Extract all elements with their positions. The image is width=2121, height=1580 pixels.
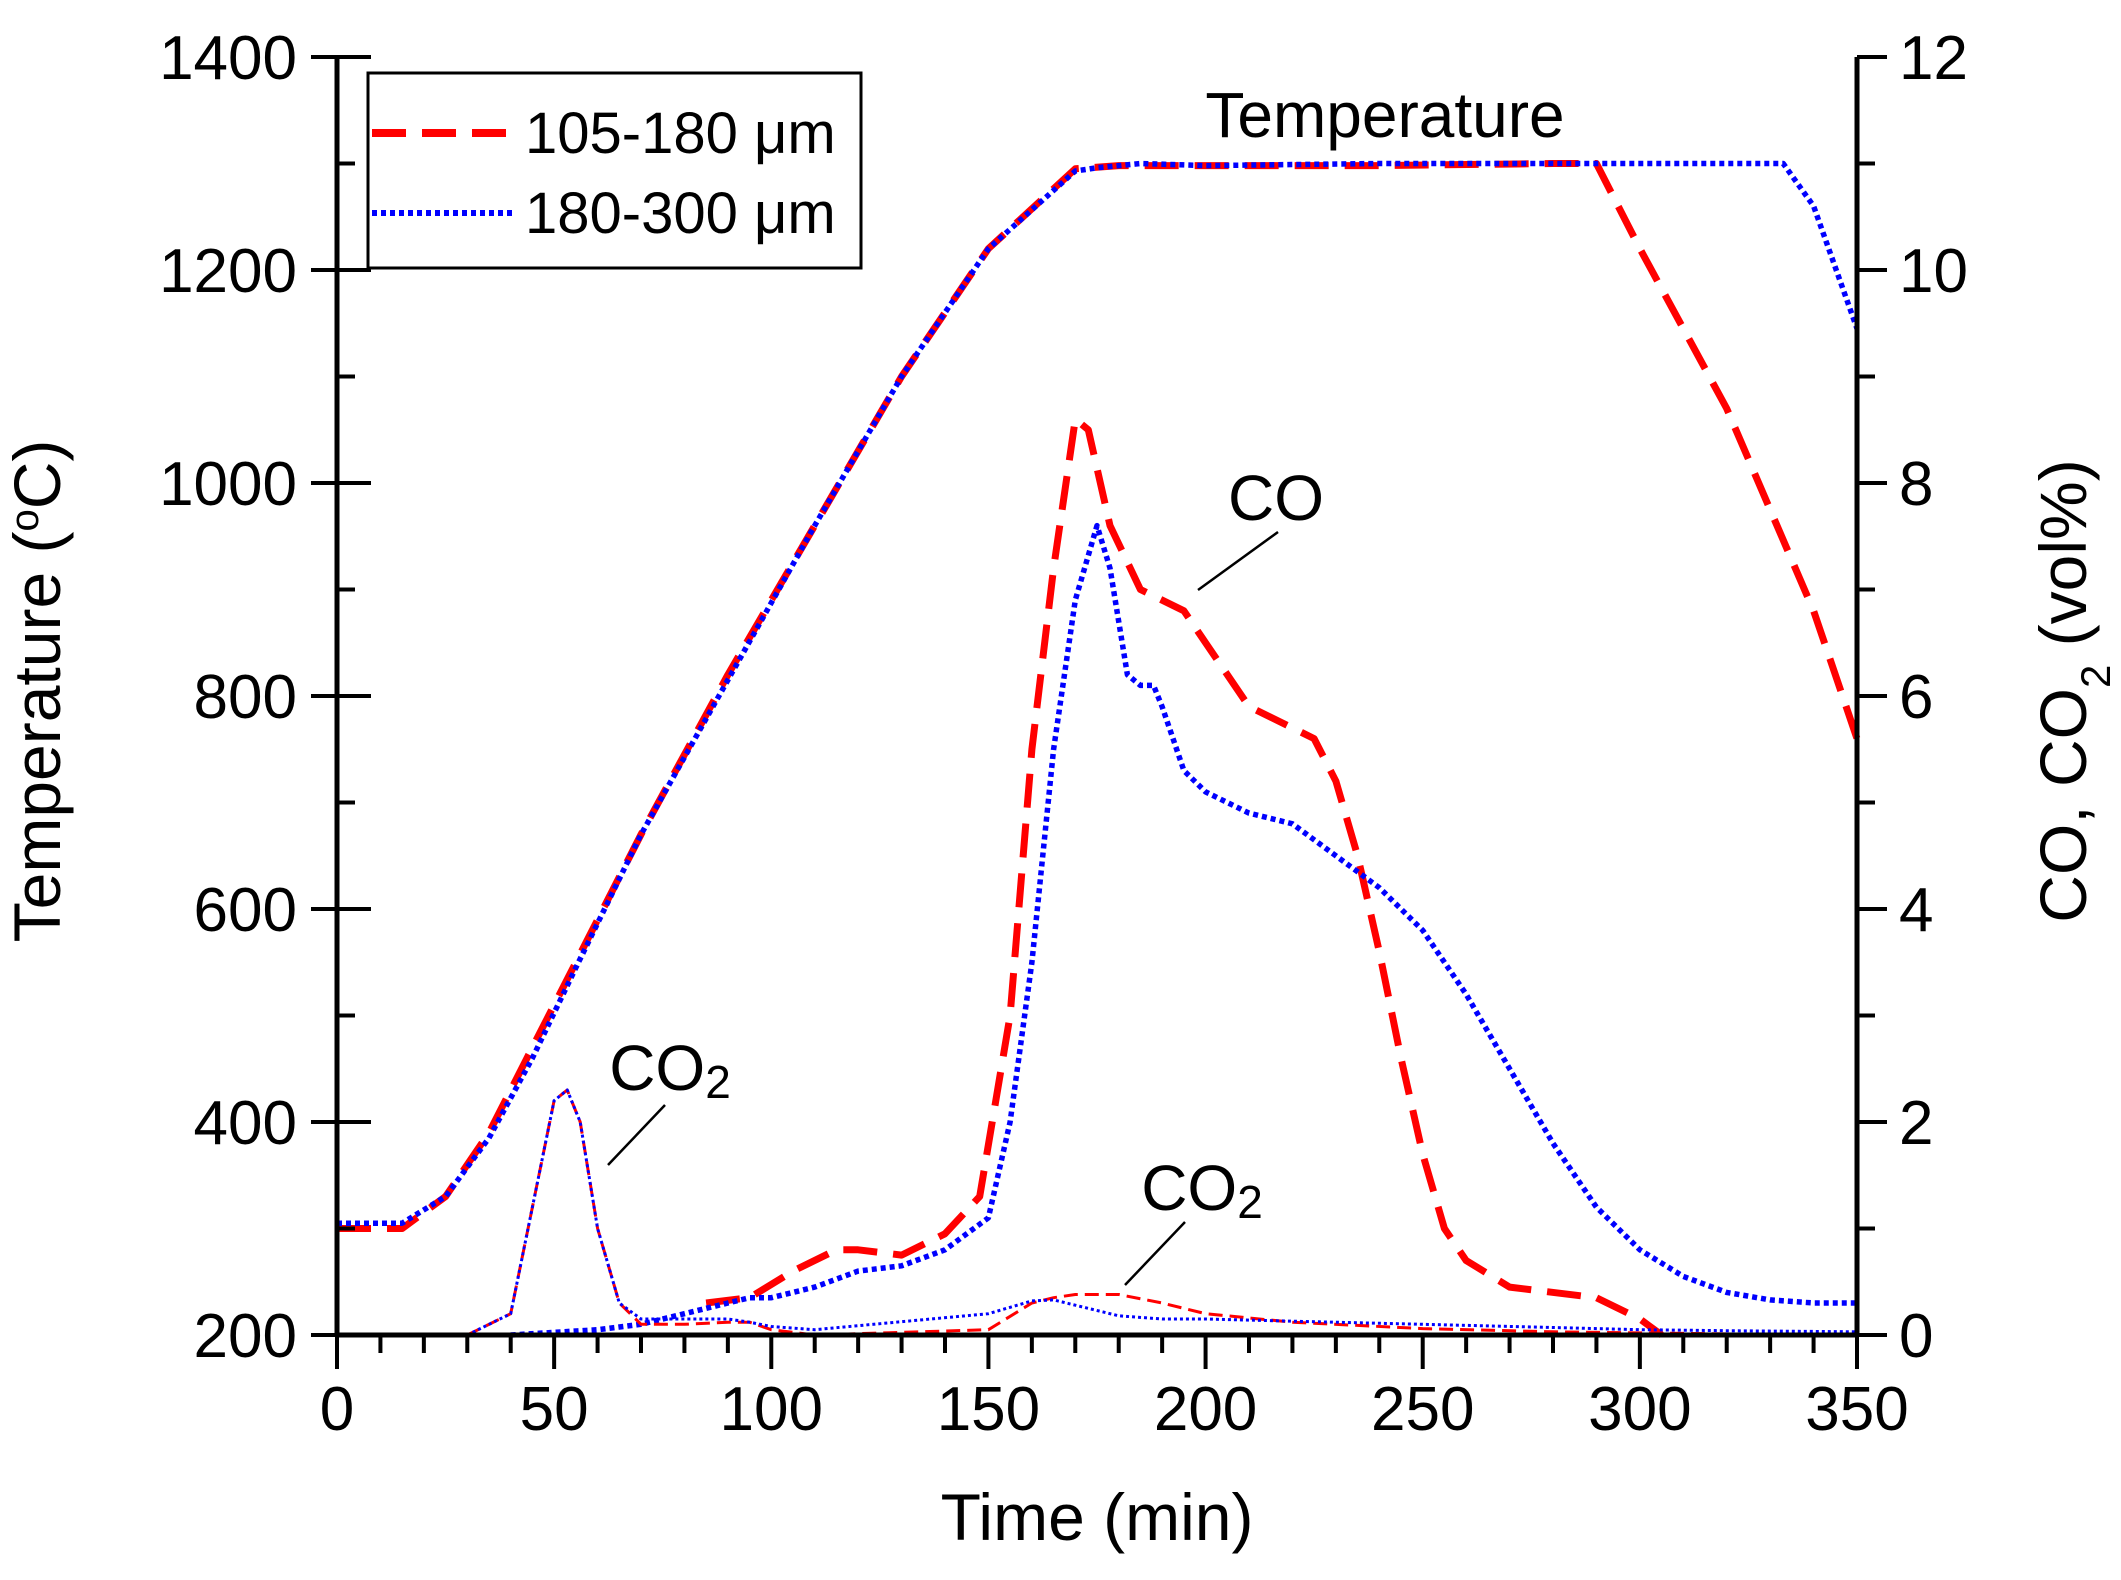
series-layer [337, 160, 1861, 1338]
legend: 105-180 μm 180-300 μm [366, 71, 863, 270]
annotation-co2-right-sub: 2 [1237, 1176, 1263, 1228]
legend-label-105-180: 105-180 μm [525, 101, 836, 166]
annotation-temperature: Temperature [1205, 79, 1564, 151]
y-axis-left-title: Temperature (oC) [0, 440, 74, 943]
y-axis-left-title-part2: C) [0, 440, 74, 510]
annotation-co: CO [1228, 462, 1324, 534]
y-left-tick-label-200: 200 [194, 1302, 297, 1371]
x-tick-label-250: 250 [1371, 1375, 1474, 1444]
y-left-tick-label-1400: 1400 [159, 24, 297, 93]
annotation-co2-right-base: CO [1141, 1152, 1237, 1224]
annotation-co2-left: CO2 [609, 1032, 731, 1108]
y-axis-right-title: CO, CO2 (vol%) [2026, 459, 2119, 922]
y-axis-left-title-degree: o [3, 509, 47, 531]
legend-box [366, 71, 863, 270]
annotation-co2-right-leader [1124, 1221, 1186, 1286]
annotation-co2-left-sub: 2 [705, 1056, 731, 1108]
y-right-tick-label-6: 6 [1899, 663, 1933, 732]
legend-label-180-300: 180-300 μm [525, 181, 836, 246]
y-axis-right-title-sub: 2 [2072, 665, 2119, 688]
x-tick-label-300: 300 [1588, 1375, 1691, 1444]
y-left-tick-label-1200: 1200 [159, 237, 297, 306]
y-left-tick-label-1000: 1000 [159, 450, 297, 519]
y-right-tick-label-8: 8 [1899, 450, 1933, 519]
series-line-temperature-105-180-m [337, 160, 1861, 1232]
series-line-co-180-300-m [510, 522, 1857, 1338]
y-axis-right-title-part1: CO, CO [2026, 688, 2100, 923]
y-right-tick-label-0: 0 [1899, 1302, 1933, 1371]
annotation-co2-right: CO2 [1141, 1152, 1263, 1228]
y-right-tick-label-10: 10 [1899, 237, 1968, 306]
x-tick-label-0: 0 [320, 1375, 354, 1444]
series-line-temperature-180-300-m [337, 160, 1860, 1226]
x-tick-label-100: 100 [720, 1375, 823, 1444]
y-right-tick-label-12: 12 [1899, 24, 1968, 93]
ticks-layer: 0 50 100 150 200 250 300 3502004006008001000120… [159, 24, 1968, 1444]
annotation-co-leader [1197, 530, 1279, 592]
x-tick-label-350: 350 [1805, 1375, 1908, 1444]
x-tick-label-150: 150 [937, 1375, 1040, 1444]
series-line-co2-180-300-m [466, 1088, 1858, 1337]
y-left-tick-label-400: 400 [194, 1089, 297, 1158]
x-axis-title: Time (min) [941, 1480, 1254, 1554]
annotation-co2-left-base: CO [609, 1032, 705, 1104]
annotation-co2-left-leader [607, 1104, 666, 1166]
y-left-tick-label-800: 800 [194, 663, 297, 732]
y-left-tick-label-600: 600 [194, 876, 297, 945]
series-line-co-105-180-m [705, 415, 1664, 1338]
x-tick-label-50: 50 [520, 1375, 589, 1444]
y-right-tick-label-2: 2 [1899, 1089, 1933, 1158]
y-right-tick-label-4: 4 [1899, 876, 1933, 945]
y-axis-left-title-part1: Temperature ( [0, 532, 74, 943]
x-tick-label-200: 200 [1154, 1375, 1257, 1444]
y-axis-right-title-part2: (vol%) [2026, 459, 2100, 664]
